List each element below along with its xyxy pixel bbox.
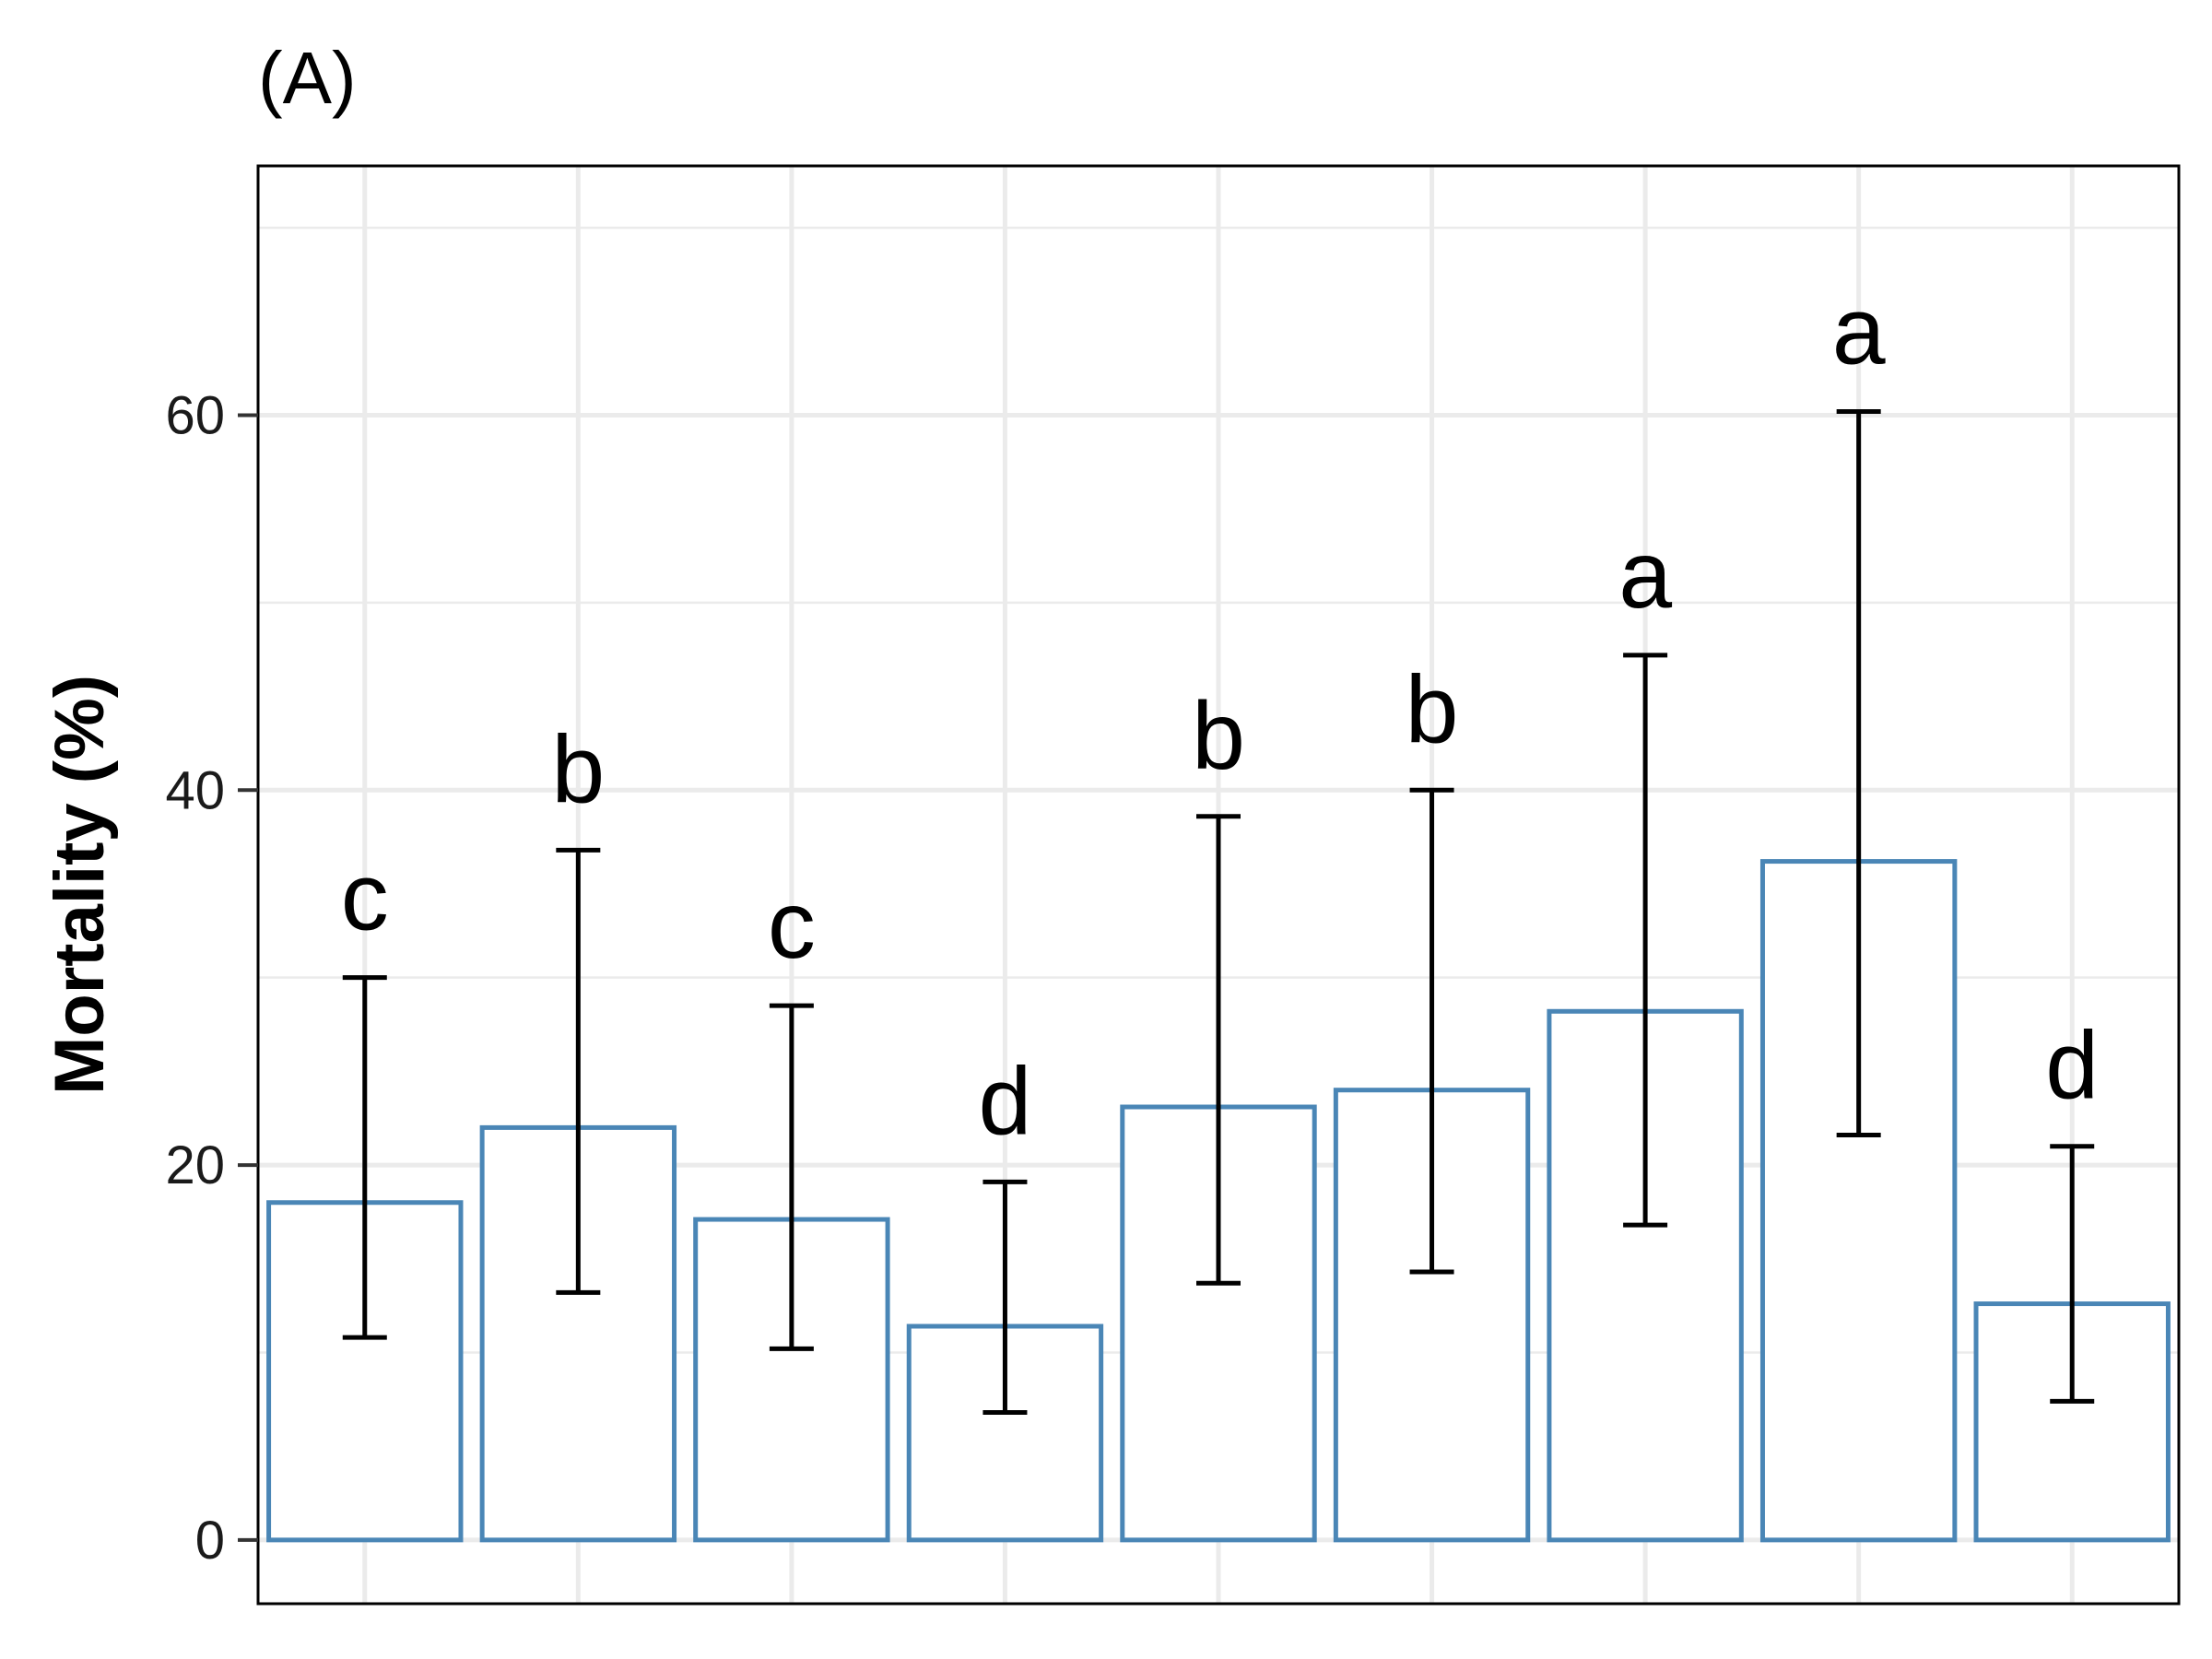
error-bar [1836, 408, 1881, 1138]
significance-label: c [341, 844, 389, 951]
y-axis: 0 20 40 60 [165, 386, 258, 1571]
error-bar [1409, 787, 1454, 1275]
significance-labels: c b c d b b a a d [341, 277, 2099, 1155]
y-tick-label: 40 [165, 760, 225, 820]
significance-label: d [979, 1048, 1032, 1155]
significance-label: b [1406, 656, 1459, 763]
panel-title: (A) [258, 37, 357, 119]
error-bar [2050, 1144, 2095, 1404]
significance-label: b [1192, 683, 1245, 790]
error-bar [342, 975, 387, 1340]
significance-label: d [2045, 1013, 2099, 1120]
error-bar [556, 847, 601, 1295]
significance-label: b [551, 716, 605, 823]
significance-label: c [768, 872, 816, 979]
error-bars [342, 408, 2095, 1416]
y-axis-title: Mortality (%) [41, 675, 119, 1095]
error-bar [1623, 653, 1668, 1228]
panel-border [256, 164, 2181, 1606]
significance-label: a [1832, 277, 1886, 384]
y-tick-label: 20 [165, 1135, 225, 1195]
significance-label: a [1618, 522, 1672, 629]
error-bar [769, 1003, 814, 1351]
error-bar [1196, 814, 1241, 1286]
error-bar [982, 1179, 1028, 1416]
y-tick-label: 60 [165, 386, 225, 446]
bars [266, 859, 2171, 1543]
y-tick-label: 0 [195, 1511, 225, 1571]
